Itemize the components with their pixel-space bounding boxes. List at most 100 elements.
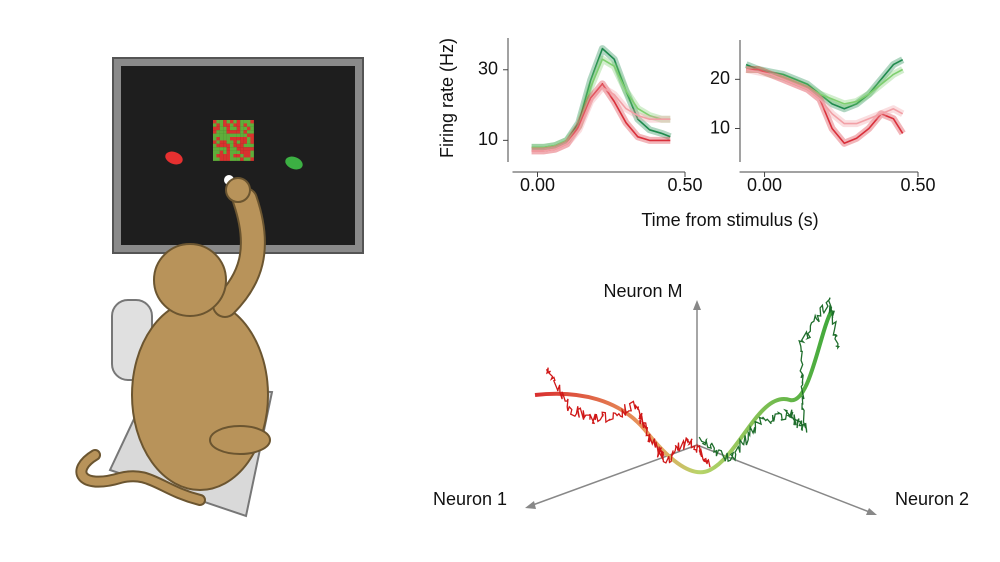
axis-label: Neuron 1: [433, 489, 507, 509]
checker-cell: [219, 133, 224, 138]
checker-cell: [230, 126, 234, 131]
checker-cell: [233, 157, 237, 161]
checker-cell: [223, 133, 227, 138]
checker-cell: [250, 150, 254, 155]
checker-cell: [233, 130, 237, 134]
checker-cell: [216, 137, 220, 141]
checker-cell: [240, 126, 244, 131]
checker-cell: [247, 154, 251, 158]
checker-cell: [213, 120, 217, 124]
checker-cell: [243, 130, 248, 134]
checker-cell: [216, 140, 220, 144]
checker-cell: [213, 154, 217, 158]
checker-cell: [219, 147, 224, 151]
checker-cell: [230, 123, 234, 127]
checker-cell: [230, 157, 234, 161]
checker-cell: [230, 130, 234, 134]
checker-cell: [219, 137, 224, 141]
checker-cell: [240, 143, 244, 148]
checker-cell: [216, 123, 220, 127]
checker-cell: [223, 126, 227, 131]
checker-cell: [223, 157, 227, 161]
checker-cell: [236, 133, 241, 138]
checker-cell: [243, 157, 248, 161]
checker-cell: [230, 154, 234, 158]
checker-cell: [223, 140, 227, 144]
checker-cell: [250, 147, 254, 151]
checker-cell: [236, 137, 241, 141]
checker-cell: [213, 140, 217, 144]
checker-cell: [216, 154, 220, 158]
checker-cell: [240, 130, 244, 134]
checker-cell: [236, 143, 241, 148]
checker-cell: [243, 143, 248, 148]
y-tick-label: 30: [478, 59, 498, 79]
checker-cell: [226, 154, 231, 158]
series-line: [531, 58, 671, 149]
checker-cell: [226, 123, 231, 127]
x-tick-label: 0.00: [520, 175, 555, 195]
series-band: [531, 55, 671, 151]
series-line: [531, 86, 671, 152]
checker-cell: [226, 140, 231, 144]
checker-cell: [219, 120, 224, 124]
checker-cell: [226, 143, 231, 148]
checker-cell: [233, 150, 237, 155]
series-line: [745, 58, 904, 110]
state-space-diagram: Neuron M Neuron 1 Neuron 2: [433, 281, 969, 515]
checker-cell: [247, 133, 251, 138]
checker-cell: [230, 140, 234, 144]
checker-cell: [236, 120, 241, 124]
checker-cell: [233, 120, 237, 124]
checker-cell: [233, 147, 237, 151]
checker-cell: [213, 137, 217, 141]
checker-cell: [223, 143, 227, 148]
y-axis-label: Firing rate (Hz): [437, 38, 457, 158]
checker-cell: [247, 140, 251, 144]
checker-cell: [243, 150, 248, 155]
checker-cell: [250, 137, 254, 141]
checker-cell: [233, 137, 237, 141]
checker-cell: [233, 154, 237, 158]
checker-cell: [226, 133, 231, 138]
checker-cell: [243, 123, 248, 127]
checker-cell: [250, 133, 254, 138]
checker-cell: [233, 143, 237, 148]
checker-cell: [230, 137, 234, 141]
checker-cell: [219, 154, 224, 158]
checker-cell: [250, 120, 254, 124]
checker-cell: [236, 147, 241, 151]
checker-cell: [247, 130, 251, 134]
y-tick-label: 10: [478, 129, 498, 149]
checker-cell: [213, 123, 217, 127]
checker-cell: [223, 120, 227, 124]
checker-cell: [216, 130, 220, 134]
checker-cell: [236, 126, 241, 131]
checker-cell: [216, 157, 220, 161]
checker-cell: [233, 133, 237, 138]
checker-cell: [236, 130, 241, 134]
checker-cell: [236, 154, 241, 158]
axis-label: Neuron M: [603, 281, 682, 301]
x-tick-label: 0.50: [900, 175, 935, 195]
checker-cell: [230, 120, 234, 124]
checker-cell: [247, 150, 251, 155]
checker-cell: [247, 123, 251, 127]
checker-cell: [240, 150, 244, 155]
checker-cell: [219, 140, 224, 144]
checker-cell: [236, 123, 241, 127]
checker-cell: [250, 154, 254, 158]
checker-cell: [240, 157, 244, 161]
checker-cell: [250, 157, 254, 161]
checker-cell: [243, 133, 248, 138]
checker-cell: [247, 137, 251, 141]
checker-cell: [226, 157, 231, 161]
checker-cell: [243, 154, 248, 158]
checker-cell: [236, 157, 241, 161]
checker-cell: [219, 123, 224, 127]
checker-cell: [243, 126, 248, 131]
noisy-trajectory: [545, 367, 711, 468]
checker-cell: [223, 154, 227, 158]
checker-cell: [219, 150, 224, 155]
checker-cell: [236, 150, 241, 155]
